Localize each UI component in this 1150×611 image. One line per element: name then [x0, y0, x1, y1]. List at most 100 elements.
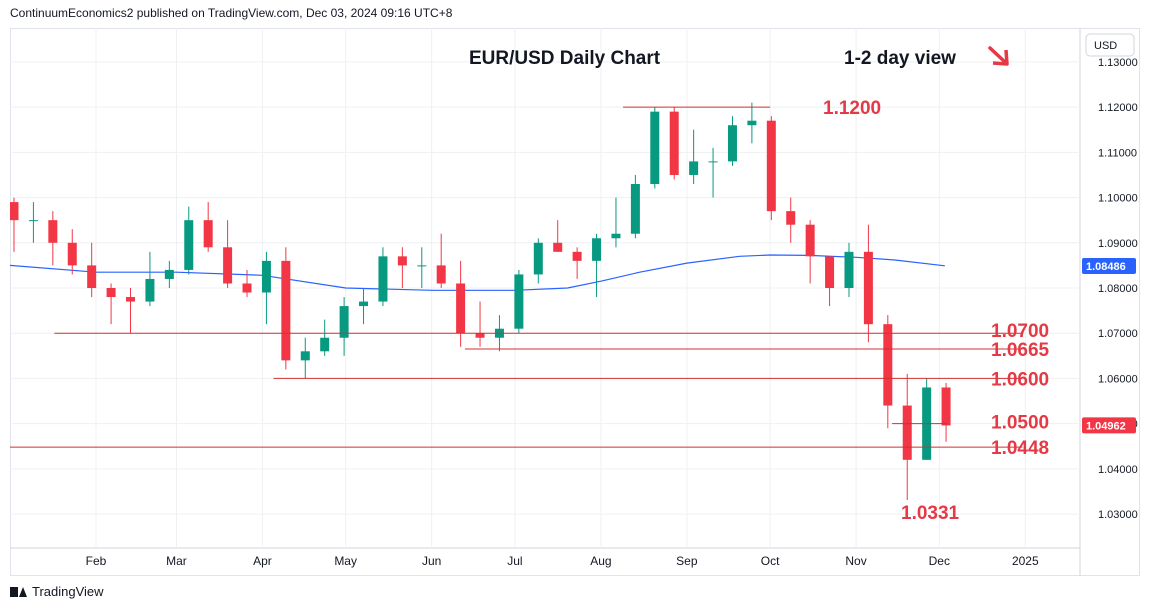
candle-body	[67, 242, 77, 266]
tradingview-logo[interactable]: TradingView	[10, 584, 104, 599]
annotation-low-1-0331: 1.0331	[901, 503, 960, 524]
candle-body	[611, 233, 621, 239]
candle-body	[359, 301, 369, 307]
time-tick-label: Jun	[422, 554, 441, 568]
candle-body	[300, 351, 310, 361]
candle-body	[10, 202, 19, 221]
candle-body	[87, 265, 97, 288]
level-label-1-0448: 1.0448	[991, 438, 1049, 459]
price-badge-label: 1.08486	[1086, 261, 1126, 273]
candle-body	[727, 125, 737, 162]
tradingview-logo-icon	[10, 586, 28, 598]
price-badge	[1082, 258, 1136, 275]
tradingview-wordmark: TradingView	[32, 584, 104, 599]
arrow-head	[992, 49, 1009, 66]
candle-body	[145, 278, 155, 302]
chart-subtitle: 1-2 day view	[844, 48, 956, 69]
currency-label: USD	[1094, 40, 1117, 52]
candle-body	[261, 260, 271, 293]
eurusd-candlestick-chart[interactable]: 1.13000 1.12000 1.11000 1.10000 1.09000 1.080…	[10, 28, 1140, 576]
price-tick-label: 1.06000	[1098, 373, 1138, 385]
candle-body	[126, 297, 136, 302]
candle-body	[844, 251, 854, 288]
time-axis: Feb Mar Apr May Jun Jul Aug Sep Oct Nov Dec 2025	[86, 554, 1039, 568]
candle-body	[223, 247, 233, 284]
level-label-1-0500: 1.0500	[991, 413, 1049, 434]
price-badge-label: 1.04962	[1086, 420, 1126, 432]
candle-body	[572, 251, 582, 261]
candle-body	[417, 265, 427, 267]
candle-body	[378, 256, 388, 302]
down-right-arrow-icon	[988, 46, 1009, 66]
candle-body	[533, 242, 543, 275]
price-axis: 1.13000 1.12000 1.11000 1.10000 1.09000 1.080…	[1082, 33, 1138, 521]
chart-frame[interactable]: 1.13000 1.12000 1.11000 1.10000 1.09000 1.080…	[10, 28, 1140, 576]
candle-body	[28, 220, 38, 222]
moving-average-line	[10, 254, 945, 291]
time-tick-label: Apr	[253, 554, 272, 568]
candle-body	[184, 220, 194, 270]
price-tick-label: 1.03000	[1098, 509, 1138, 521]
chart-border	[10, 28, 1140, 576]
price-tick-label: 1.10000	[1098, 193, 1138, 205]
candle-body	[786, 211, 796, 225]
publish-caption: ContinuumEconomics2 published on Trading…	[10, 6, 453, 20]
candle-body	[320, 337, 330, 352]
candle-body	[902, 405, 912, 460]
price-tick-label: 1.08000	[1098, 283, 1138, 295]
candle-body	[592, 238, 602, 261]
candle-body	[805, 224, 815, 257]
price-tick-label: 1.13000	[1098, 57, 1138, 69]
price-badge	[1082, 417, 1136, 434]
candle-body	[669, 111, 679, 175]
arrow-shaft	[988, 46, 1007, 64]
candle-body	[456, 283, 466, 334]
time-tick-label: Mar	[166, 554, 187, 568]
candle-body	[689, 161, 699, 175]
candle-body	[766, 120, 776, 212]
time-tick-label: Dec	[929, 554, 950, 568]
time-tick-label: 2025	[1012, 554, 1039, 568]
price-tick-label: 1.11000	[1098, 147, 1137, 159]
level-label-1-0665: 1.0665	[991, 340, 1050, 361]
candle-body	[941, 387, 951, 426]
currency-box	[1085, 33, 1135, 57]
level-label-1-0700: 1.0700	[991, 321, 1049, 342]
candle-body	[106, 288, 116, 298]
candle-body	[863, 251, 873, 325]
candle-body	[883, 324, 893, 406]
time-tick-label: Feb	[86, 554, 107, 568]
price-tick-label: 1.07000	[1098, 328, 1138, 340]
candle-body	[514, 274, 524, 329]
candle-body	[630, 184, 640, 234]
candle-body	[397, 256, 407, 266]
candle-body	[650, 111, 660, 184]
time-tick-label: Oct	[761, 554, 780, 568]
candle-body	[475, 333, 485, 338]
level-label-1-0600: 1.0600	[991, 369, 1049, 390]
candle-body	[339, 306, 349, 338]
candle-body	[48, 220, 58, 243]
support-resistance-levels	[10, 106, 1023, 448]
level-label-1-1200: 1.1200	[823, 98, 881, 119]
candle-body	[747, 120, 757, 126]
candle-body	[825, 256, 835, 288]
time-tick-label: Nov	[845, 554, 866, 568]
time-tick-label: May	[334, 554, 357, 568]
grid-lines	[10, 28, 1140, 576]
candle-body	[436, 265, 446, 284]
time-tick-label: Sep	[676, 554, 698, 568]
price-tick-label: 1.12000	[1098, 102, 1138, 114]
candles	[10, 102, 951, 501]
time-tick-label: Aug	[590, 554, 611, 568]
candle-body	[164, 269, 174, 279]
price-tick-label: 1.09000	[1098, 238, 1138, 250]
ma-200-line	[10, 254, 945, 291]
candle-body	[553, 242, 563, 252]
candle-body	[242, 283, 252, 293]
chart-title: EUR/USD Daily Chart	[469, 48, 661, 69]
price-tick-label: 1.04000	[1098, 464, 1138, 476]
time-tick-label: Jul	[507, 554, 522, 568]
candle-body	[203, 220, 213, 248]
